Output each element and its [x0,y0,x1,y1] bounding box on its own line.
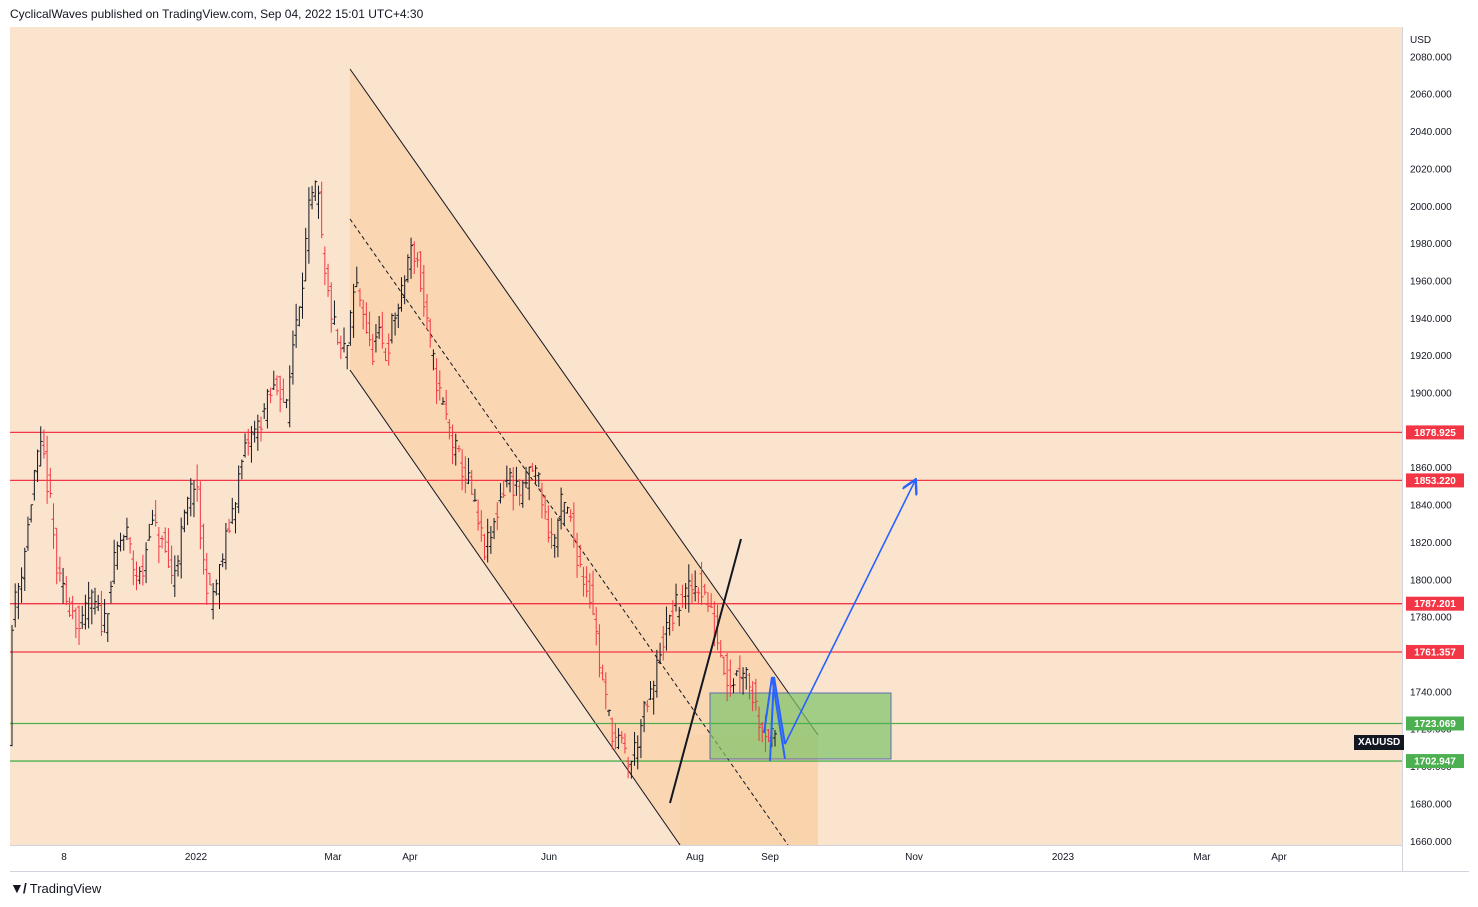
channel-upper-line [349,68,819,736]
price-level-tag-label: 1787.201 [1414,599,1456,610]
brand-name: TradingView [29,880,102,896]
chart-area[interactable] [10,27,1402,845]
y-tick-label: 1920.000 [1410,351,1452,362]
trendline-breakout [669,538,742,804]
price-chart[interactable] [10,27,1402,845]
x-tick-label: Apr [402,852,418,863]
price-level-tag [1406,716,1464,731]
price-level-tag [1406,473,1464,488]
y-tick-label: 1980.000 [1410,239,1452,250]
chart-bottom-border [10,871,1469,872]
x-tick-label: 8 [61,852,67,863]
x-tick-label: Mar [324,852,342,863]
currency-label: USD [1410,35,1431,46]
price-level-tag [1406,425,1464,440]
x-tick-label: Apr [1271,852,1287,863]
y-tick-label: 1940.000 [1410,314,1452,325]
projection-wave [763,676,786,760]
axis-divider-vertical [1402,27,1403,872]
target-arrow [784,481,915,745]
y-tick-label: 2040.000 [1410,127,1452,138]
x-tick-label: 2022 [185,852,208,863]
y-tick-label: 1860.000 [1410,463,1452,474]
x-tick-label: 2023 [1052,852,1075,863]
y-tick-label: 1900.000 [1410,389,1452,400]
y-tick-label: 1660.000 [1410,837,1452,845]
x-tick-label: Aug [686,852,704,863]
x-tick-label: Nov [905,852,923,863]
y-tick-label: 1680.000 [1410,799,1452,810]
projection-zigzag [769,676,786,762]
price-level-tag [1406,596,1464,611]
price-level-tag-label: 1761.357 [1414,647,1456,658]
support-zone-box [709,692,892,760]
publish-info: CyclicalWaves published on TradingView.c… [10,7,424,21]
x-tick-label: Mar [1193,852,1211,863]
x-tick-label: Sep [761,852,779,863]
price-level-tag-label: 1702.947 [1414,757,1456,768]
axis-divider-horizontal [10,845,1402,846]
y-tick-label: 1820.000 [1410,538,1452,549]
price-axis[interactable]: USD 1660.0001680.0001700.0001720.0001740… [1404,27,1474,845]
tradingview-logo-icon: ▼/ [10,880,27,896]
channel-lower-line [349,369,681,845]
y-tick-label: 1740.000 [1410,687,1452,698]
y-tick-label: 2080.000 [1410,52,1452,63]
footer-brand: ▼/ TradingView [10,880,101,896]
y-tick-label: 1780.000 [1410,613,1452,624]
y-tick-label: 2000.000 [1410,202,1452,213]
x-tick-label: Jun [541,852,557,863]
y-tick-label: 2020.000 [1410,164,1452,175]
symbol-tag: XAUUSD [1354,735,1405,750]
channel-mid-line [349,218,789,845]
price-level-tag-label: 1853.220 [1414,476,1456,487]
y-tick-label: 2060.000 [1410,90,1452,101]
price-level-tag [1406,644,1464,659]
time-axis[interactable]: 8 2022 Mar Apr Jun Aug Sep Nov 2023 Mar Apr [10,845,1402,869]
price-level-tag-label: 1723.069 [1414,719,1456,730]
y-tick-label: 1960.000 [1410,276,1452,287]
y-tick-label: 1800.000 [1410,575,1452,586]
y-tick-label: 1840.000 [1410,501,1452,512]
descending-channel-fill [350,69,818,845]
price-level-tag-label: 1878.925 [1414,428,1456,439]
price-level-tag [1406,754,1464,769]
